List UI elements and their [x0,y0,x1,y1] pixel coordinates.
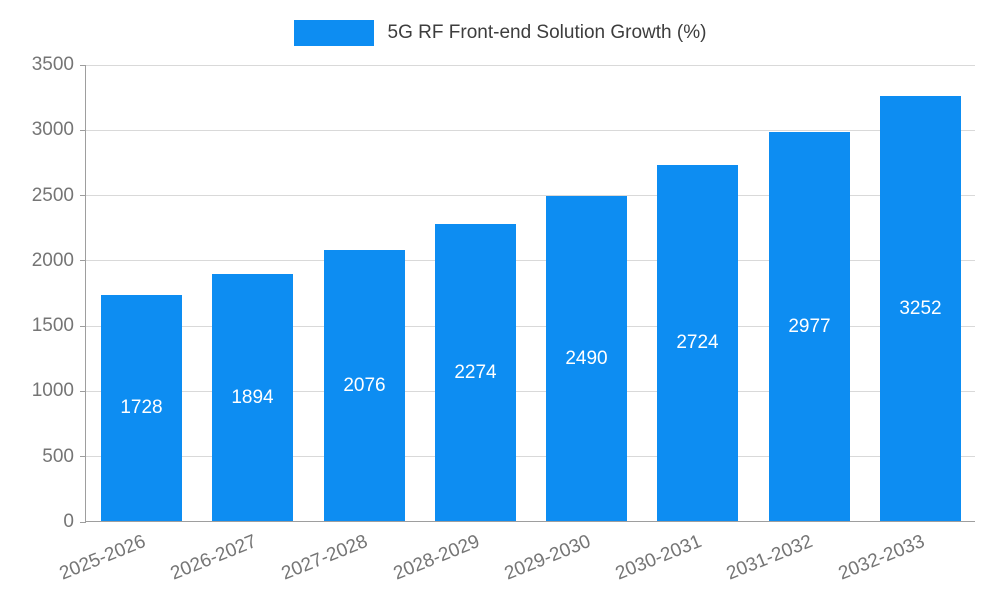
y-axis-tick-mark [80,64,86,66]
bar-value-label: 2977 [788,315,831,337]
x-axis-tick-label: 2029-2030 [501,531,594,585]
bar-value-label: 2490 [565,347,608,369]
bar: 2274 [435,224,516,521]
gridline [86,129,975,131]
bar: 2490 [546,196,627,521]
y-axis-tick-label: 1500 [31,315,74,337]
bar: 1728 [101,295,182,521]
y-axis-tick-label: 2000 [31,249,74,271]
x-axis-tick-label: 2031-2032 [723,531,816,585]
y-axis-tick-label: 500 [42,445,74,467]
gridline [86,390,975,392]
bar: 3252 [880,96,961,521]
y-axis-tick-label: 2500 [31,184,74,206]
gridline [86,260,975,262]
y-axis-tick-label: 0 [63,511,74,532]
y-axis-tick-mark [80,390,86,392]
plot-area: 0 500 1000 1500 2000 2500 3000 3500 1728 1894 207… [32,54,975,585]
gridline [86,195,975,197]
x-axis-tick-label: 2026-2027 [167,531,260,585]
x-axis-tick-label: 2028-2029 [390,531,483,585]
x-axis-tick-label: 2032-2033 [835,531,928,585]
bar-value-label: 1728 [120,397,163,418]
chart-legend: 5G RF Front-end Solution Growth (%) [0,18,1000,48]
gridline [86,64,975,66]
y-axis-tick-mark [80,260,86,262]
bar-value-label: 2274 [454,361,497,383]
bar-value-label: 3252 [899,297,942,319]
bar-value-label: 2724 [676,332,719,353]
legend-swatch [293,20,374,46]
y-axis-tick-mark [80,521,86,523]
bar: 2076 [324,250,405,521]
y-axis-tick-mark [80,129,86,131]
bar: 2724 [657,165,738,521]
legend-label: 5G RF Front-end Solution Growth (%) [387,22,707,43]
gridline [86,456,975,458]
y-axis-tick-label: 3500 [31,54,74,75]
x-axis-tick-label: 2027-2028 [278,531,371,585]
gridline [86,325,975,327]
y-axis-tick-label: 1000 [31,380,74,402]
y-axis-tick-mark [80,325,86,327]
y-axis-tick-mark [80,456,86,458]
bar-value-label: 2076 [343,374,386,396]
x-axis-tick-label: 2025-2026 [56,531,149,585]
bar: 1894 [212,274,293,521]
bar-value-label: 1894 [231,386,274,408]
y-axis-tick-mark [80,195,86,197]
bar: 2977 [769,132,850,521]
y-axis-tick-label: 3000 [31,119,74,141]
x-axis-tick-label: 2030-2031 [612,531,705,585]
